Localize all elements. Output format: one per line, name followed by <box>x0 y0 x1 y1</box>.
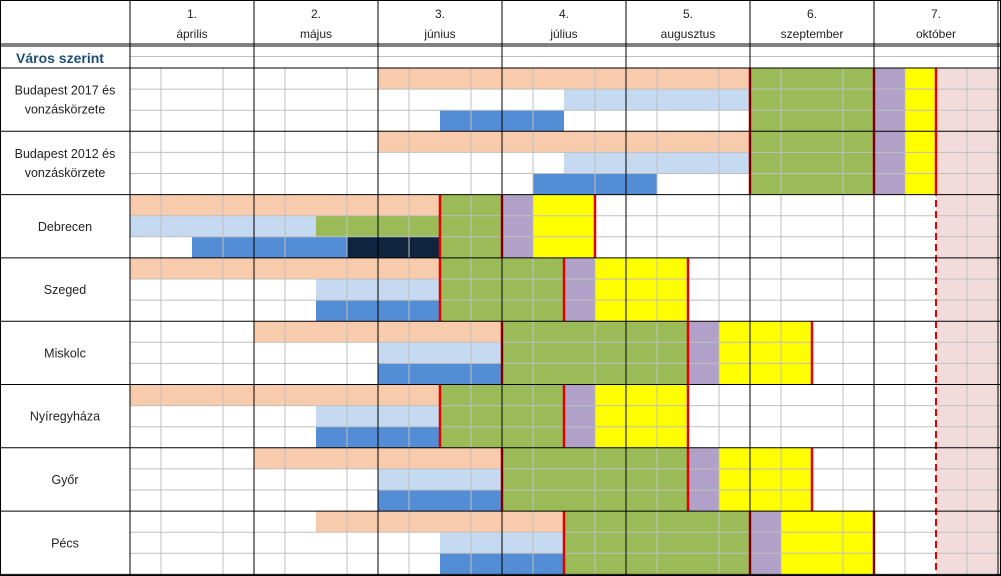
row-label-5: Miskolc <box>44 346 86 360</box>
phase-block-1-1 <box>750 68 874 132</box>
month-name-6: szeptember <box>781 27 844 41</box>
grid-layer <box>130 56 1001 576</box>
phase-block-2-1 <box>750 131 874 195</box>
month-num-5: 5. <box>683 7 693 21</box>
row-label-3: Debrecen <box>38 220 92 234</box>
month-num-3: 3. <box>435 7 445 21</box>
track-bar-8-1 <box>316 511 564 533</box>
track-bar-7-3 <box>378 490 502 512</box>
track-bar-7-2 <box>378 468 502 490</box>
phase-block-7-3 <box>719 447 812 512</box>
track-bar-5-3 <box>378 363 502 385</box>
month-name-3: június <box>423 27 455 41</box>
row-label-2: vonzáskörzete <box>25 166 106 180</box>
row-label-4: Szeged <box>44 283 86 297</box>
row-label-1: vonzáskörzete <box>25 103 106 117</box>
phase-block-2-3 <box>905 131 936 195</box>
row-label-1: Budapest 2017 és <box>15 84 116 98</box>
row-label-6: Nyíregyháza <box>30 410 100 424</box>
phase-block-2-2 <box>874 131 905 195</box>
phase-block-3-2 <box>502 194 533 258</box>
month-name-4: július <box>549 27 577 41</box>
row-label-2: Budapest 2012 és <box>15 147 116 161</box>
phase-block-7-2 <box>688 447 719 512</box>
phase-block-5-2 <box>688 321 719 385</box>
month-num-4: 4. <box>559 7 569 21</box>
month-name-7: október <box>916 27 956 41</box>
row-label-8: Pécs <box>51 536 79 550</box>
phase-block-8-2 <box>750 511 781 575</box>
phase-block-4-3 <box>595 257 688 322</box>
track-bar-3-4 <box>192 236 347 258</box>
month-header: 1. április 2. május 3. június 4. július … <box>16 7 956 66</box>
month-num-1: 1. <box>187 7 197 21</box>
section-title: Város szerint <box>16 50 104 66</box>
month-num-6: 6. <box>807 7 817 21</box>
month-num-7: 7. <box>931 7 941 21</box>
phase-block-6-2 <box>564 384 595 448</box>
phase-block-3-3 <box>533 194 595 258</box>
shaded-period <box>936 68 1001 576</box>
track-bar-3-5 <box>347 236 440 258</box>
month-name-2: május <box>300 27 332 41</box>
track-bar-1-1 <box>378 68 750 90</box>
phase-block-1-3 <box>905 68 936 132</box>
month-name-1: április <box>176 27 207 41</box>
track-bar-5-2 <box>378 342 502 364</box>
phase-block-5-3 <box>719 321 812 385</box>
phase-block-1-2 <box>874 68 905 132</box>
track-bar-2-1 <box>378 131 750 153</box>
phase-block-6-3 <box>595 384 688 448</box>
row-labels: Budapest 2017 és vonzáskörzete Budapest 20… <box>15 84 116 551</box>
phase-block-4-2 <box>564 257 595 322</box>
phase-block-8-3 <box>781 511 874 575</box>
row-label-7: Győr <box>51 473 78 487</box>
shaded-period-layer <box>936 68 1001 576</box>
month-num-2: 2. <box>311 7 321 21</box>
month-name-5: augusztus <box>661 27 716 41</box>
